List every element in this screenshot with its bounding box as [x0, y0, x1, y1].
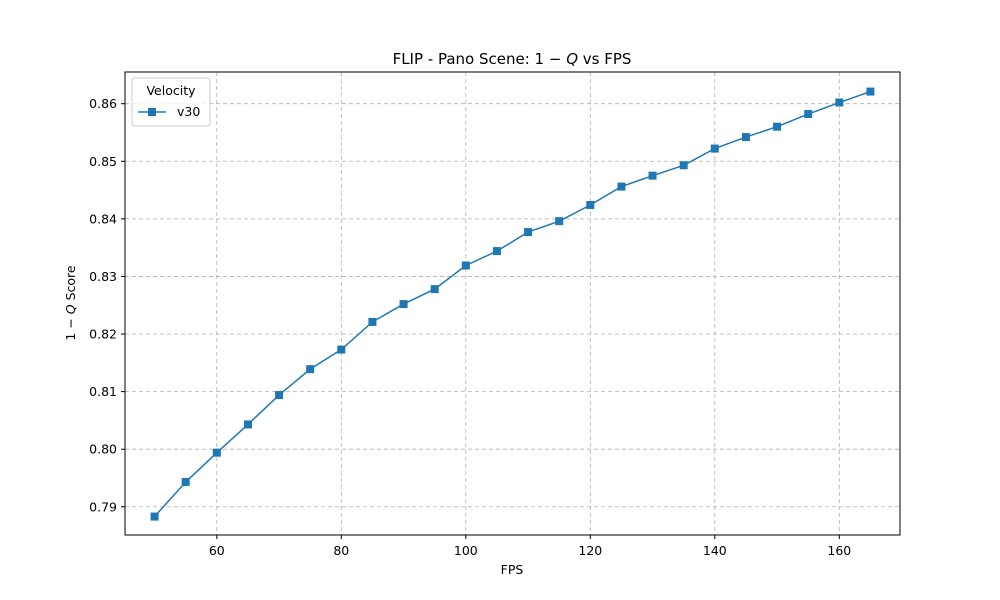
data-point [212, 448, 221, 457]
data-point [586, 201, 595, 210]
y-axis: 0.79 0.80 0.81 0.82 0.83 0.84 0.85 0.86 [89, 96, 125, 514]
data-point [306, 365, 315, 374]
data-point [710, 144, 719, 153]
y-tick-label: 0.86 [89, 96, 117, 111]
y-tick-label: 0.79 [89, 499, 117, 514]
data-point [524, 228, 533, 237]
plot-area [124, 71, 901, 536]
series-layer [150, 87, 875, 521]
x-axis: 60 80 100 120 140 160 [209, 535, 851, 558]
data-point [648, 171, 657, 180]
data-point [741, 133, 750, 142]
grid [125, 72, 900, 535]
x-tick-label: 80 [333, 543, 349, 558]
x-tick-label: 100 [454, 543, 478, 558]
data-point [181, 478, 190, 487]
x-axis-label: FPS [501, 562, 524, 577]
y-tick-label: 0.80 [89, 442, 117, 457]
legend-label-v30: v30 [177, 104, 200, 119]
data-point [275, 391, 284, 400]
legend-title: Velocity [146, 83, 196, 98]
series-line-v30 [154, 90, 871, 518]
x-tick-label: 160 [827, 543, 851, 558]
data-point [866, 87, 875, 96]
data-point [555, 217, 564, 226]
data-point [430, 285, 439, 294]
chart-title: FLIP - Pano Scene: 1 − Q vs FPS [393, 50, 632, 68]
x-tick-label: 140 [703, 543, 727, 558]
data-point [243, 420, 252, 429]
legend: Velocity v30 [131, 77, 211, 127]
x-tick-label: 60 [209, 543, 225, 558]
data-point [617, 182, 626, 191]
y-tick-label: 0.83 [89, 269, 117, 284]
plot-frame [124, 71, 901, 536]
legend-marker-v30 [148, 108, 156, 116]
data-point [150, 512, 159, 521]
data-point [679, 161, 688, 170]
data-point [368, 317, 377, 326]
y-tick-label: 0.85 [89, 154, 117, 169]
data-point [773, 122, 782, 131]
y-tick-label: 0.84 [89, 211, 117, 226]
y-tick-label: 0.82 [89, 327, 117, 342]
data-point [461, 261, 470, 270]
data-point [399, 300, 408, 309]
data-point [337, 345, 346, 354]
data-point [835, 98, 844, 107]
y-axis-label: 1 − Q Score [63, 265, 78, 341]
data-point [804, 110, 813, 119]
x-tick-label: 120 [578, 543, 602, 558]
data-point [492, 247, 501, 256]
y-tick-label: 0.81 [89, 384, 117, 399]
